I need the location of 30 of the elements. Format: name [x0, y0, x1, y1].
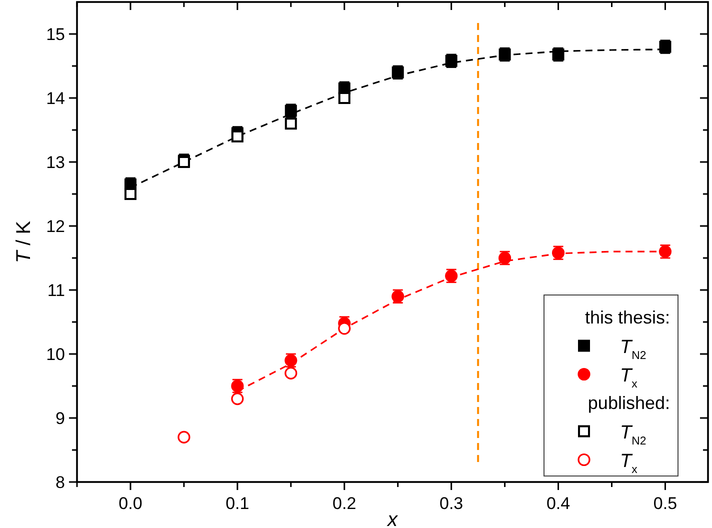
point [124, 188, 136, 200]
x-axis-title: x [386, 509, 398, 528]
y-tick-label: 10 [46, 345, 65, 364]
x-tick-label: 0.3 [440, 494, 464, 513]
y-tick-label: 14 [46, 89, 65, 108]
y-axis-title: T / K [13, 220, 35, 264]
x-tick-label: 0.4 [546, 494, 570, 513]
x-tick-label: 0.5 [653, 494, 678, 513]
y-tick-label: 12 [46, 217, 65, 236]
x-tick-label: 0.2 [332, 494, 356, 513]
annotation: published: [588, 392, 670, 413]
annotation: this thesis: [584, 307, 670, 328]
point [178, 430, 190, 444]
point [231, 130, 244, 142]
x-tick-label: 0.1 [226, 494, 250, 513]
y-tick-label: 11 [47, 281, 65, 300]
legend-label: T$_{N2}$ [620, 422, 646, 448]
legend-label: T$_{x}$ [620, 450, 638, 476]
point [338, 92, 350, 104]
point [231, 392, 244, 406]
x-tick-label: 0.0 [118, 494, 142, 513]
legend-label: T$_{x}$ [620, 365, 638, 390]
y-tick-label: 13 [46, 153, 65, 172]
point [338, 322, 351, 335]
y-tick-label: 8 [56, 473, 65, 492]
y-tick-label: 9 [56, 409, 65, 428]
y-tick-label: 15 [46, 25, 65, 44]
point [284, 118, 297, 130]
legend-label: T$_{N2}$ [620, 336, 646, 362]
point [284, 366, 298, 380]
